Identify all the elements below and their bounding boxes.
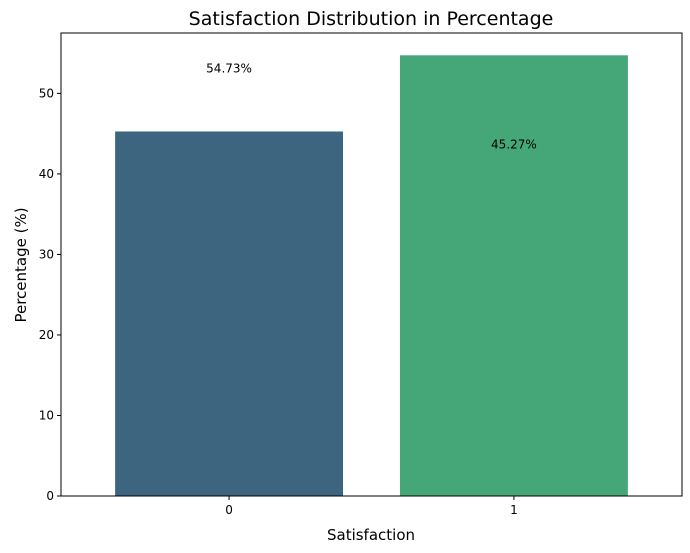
y-axis: 0 10 20 30 40 50 <box>39 86 61 503</box>
chart-title: Satisfaction Distribution in Percentage <box>189 8 554 30</box>
y-axis-label: Percentage (%) <box>12 207 30 322</box>
y-tick-label: 0 <box>46 489 54 503</box>
y-tick-label: 20 <box>39 328 54 342</box>
data-label: 45.27% <box>491 137 537 151</box>
bars <box>115 55 628 496</box>
x-tick-label: 1 <box>510 503 518 517</box>
x-tick-label: 0 <box>225 503 233 517</box>
bar-1 <box>399 55 628 496</box>
bar-0 <box>115 131 344 496</box>
plot-frame <box>60 32 683 497</box>
x-axis-label: Satisfaction <box>327 526 415 544</box>
y-tick-label: 50 <box>39 86 54 100</box>
y-tick-label: 10 <box>39 408 54 422</box>
data-labels: 54.73% 45.27% <box>206 61 537 151</box>
data-label: 54.73% <box>206 61 252 75</box>
y-tick-label: 30 <box>39 247 54 261</box>
y-tick-label: 40 <box>39 167 54 181</box>
